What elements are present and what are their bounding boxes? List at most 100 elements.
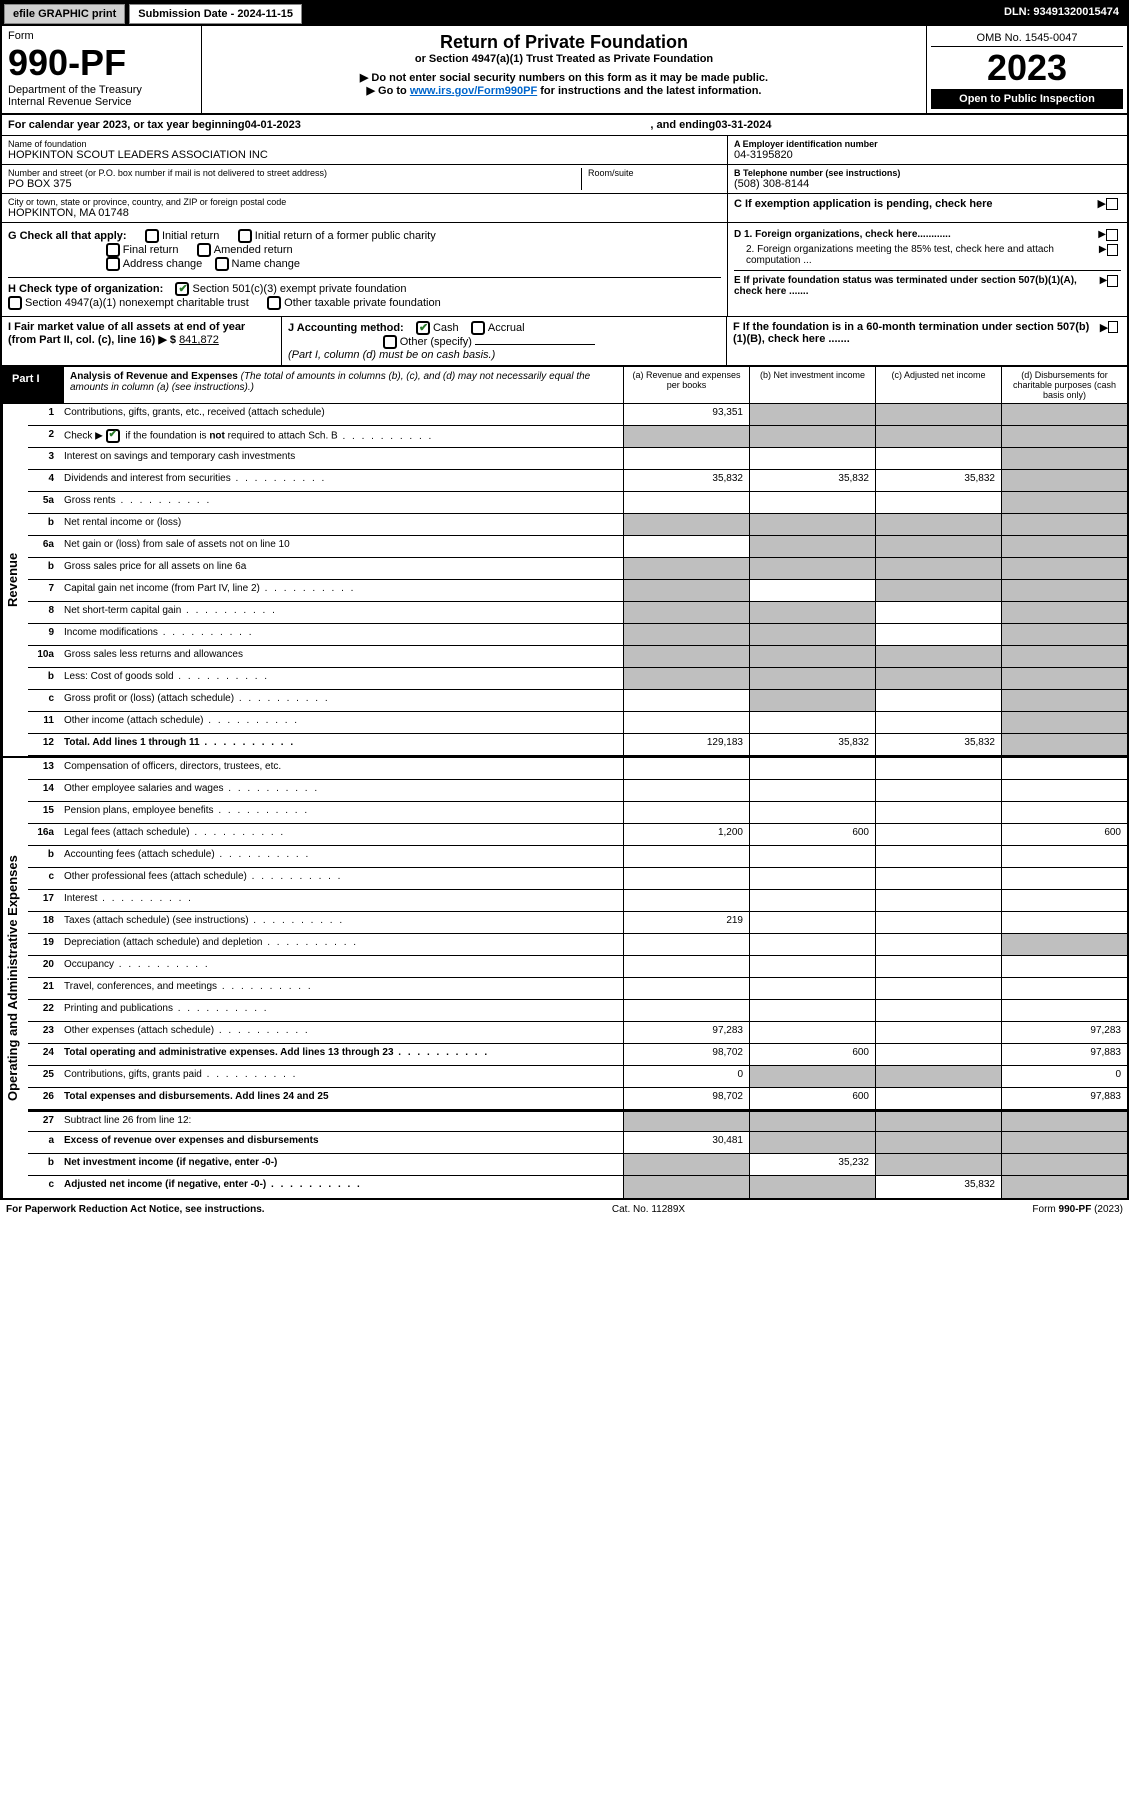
line-label: Dividends and interest from securities	[60, 470, 623, 491]
cell-b	[749, 712, 875, 733]
g-final-checkbox[interactable]	[106, 243, 120, 257]
line-label: Adjusted net income (if negative, enter …	[60, 1176, 623, 1198]
line-label: Interest on savings and temporary cash i…	[60, 448, 623, 469]
ijf-row: I Fair market value of all assets at end…	[2, 317, 1127, 367]
line-label: Other professional fees (attach schedule…	[60, 868, 623, 889]
g-o6: Name change	[232, 258, 301, 270]
h-501c3-checkbox[interactable]	[175, 282, 189, 296]
cell-a	[623, 1154, 749, 1175]
line-label: Other income (attach schedule)	[60, 712, 623, 733]
form-container: efile GRAPHIC print Submission Date - 20…	[0, 0, 1129, 1200]
cell-c	[875, 868, 1001, 889]
cell-d: 97,283	[1001, 1022, 1127, 1043]
cell-c	[875, 1132, 1001, 1153]
line-num: c	[28, 690, 60, 711]
line-label: Printing and publications	[60, 1000, 623, 1021]
form-label: Form	[8, 30, 195, 42]
line-label: Net investment income (if negative, ente…	[60, 1154, 623, 1175]
line-num: 22	[28, 1000, 60, 1021]
h-o3: Other taxable private foundation	[284, 297, 441, 309]
check-section: G Check all that apply: Initial return I…	[2, 223, 1127, 317]
g-o4: Amended return	[214, 244, 293, 256]
cell-a	[623, 690, 749, 711]
line-label: Excess of revenue over expenses and disb…	[60, 1132, 623, 1153]
omb-number: OMB No. 1545-0047	[931, 30, 1123, 47]
calendar-year-row: For calendar year 2023, or tax year begi…	[2, 115, 1127, 136]
c-label: C If exemption application is pending, c…	[734, 198, 993, 210]
e-checkbox[interactable]	[1107, 275, 1118, 287]
line-num: 25	[28, 1066, 60, 1087]
instructions-link[interactable]: www.irs.gov/Form990PF	[410, 85, 537, 97]
h-4947-checkbox[interactable]	[8, 296, 22, 310]
d2-checkbox[interactable]	[1107, 244, 1118, 256]
c-checkbox[interactable]	[1106, 198, 1118, 210]
d1-checkbox[interactable]	[1106, 229, 1118, 241]
cell-b: 35,232	[749, 1154, 875, 1175]
cell-d	[1001, 868, 1127, 889]
cell-a	[623, 956, 749, 977]
line-num: b	[28, 558, 60, 579]
h-o1: Section 501(c)(3) exempt private foundat…	[192, 283, 406, 295]
g-name-checkbox[interactable]	[215, 257, 229, 271]
goto-pre: ▶ Go to	[367, 85, 410, 97]
cell-c	[875, 448, 1001, 469]
line-label: Other employee salaries and wages	[60, 780, 623, 801]
line-label: Total operating and administrative expen…	[60, 1044, 623, 1065]
line-num: b	[28, 846, 60, 867]
cell-c	[875, 1022, 1001, 1043]
line-label: Occupancy	[60, 956, 623, 977]
cell-c	[875, 580, 1001, 601]
line-num: 8	[28, 602, 60, 623]
d2-label: 2. Foreign organizations meeting the 85%…	[734, 244, 1099, 266]
catalog-number: Cat. No. 11289X	[612, 1204, 685, 1215]
schb-checkbox[interactable]	[106, 429, 120, 443]
cell-c	[875, 846, 1001, 867]
j-cash-checkbox[interactable]	[416, 321, 430, 335]
r18-l: Taxes (attach schedule) (see instruction…	[64, 915, 249, 926]
cell-d	[1001, 558, 1127, 579]
f-checkbox[interactable]	[1108, 321, 1118, 333]
line-label: Interest	[60, 890, 623, 911]
cell-c	[875, 890, 1001, 911]
cell-b	[749, 668, 875, 689]
line-label: Other expenses (attach schedule)	[60, 1022, 623, 1043]
line-num: c	[28, 1176, 60, 1198]
efile-print-button[interactable]: efile GRAPHIC print	[4, 4, 125, 24]
cell-a: 219	[623, 912, 749, 933]
cell-d	[1001, 712, 1127, 733]
col-a-hdr: (a) Revenue and expenses per books	[623, 367, 749, 403]
cell-d	[1001, 492, 1127, 513]
cell-b	[749, 492, 875, 513]
g-initial-former-checkbox[interactable]	[238, 229, 252, 243]
cal-pre: For calendar year 2023, or tax year begi…	[8, 119, 245, 131]
g-amended-checkbox[interactable]	[197, 243, 211, 257]
goto-post: for instructions and the latest informat…	[537, 85, 761, 97]
j-accrual-checkbox[interactable]	[471, 321, 485, 335]
g-o5: Address change	[123, 258, 203, 270]
r22-l: Printing and publications	[64, 1003, 173, 1014]
line-label: Net gain or (loss) from sale of assets n…	[60, 536, 623, 557]
cell-b	[749, 448, 875, 469]
cell-a	[623, 536, 749, 557]
tax-year: 2023	[931, 47, 1123, 89]
g-address-checkbox[interactable]	[106, 257, 120, 271]
ein-label: A Employer identification number	[734, 139, 1121, 149]
cell-d	[1001, 912, 1127, 933]
cell-a	[623, 802, 749, 823]
line-label: Depreciation (attach schedule) and deple…	[60, 934, 623, 955]
g-initial-checkbox[interactable]	[145, 229, 159, 243]
cell-d	[1001, 470, 1127, 491]
j-other-checkbox[interactable]	[383, 335, 397, 349]
cell-b	[749, 690, 875, 711]
line-num: 26	[28, 1088, 60, 1109]
line-num: 24	[28, 1044, 60, 1065]
f-label: F If the foundation is in a 60-month ter…	[733, 321, 1100, 361]
line-label: Contributions, gifts, grants paid	[60, 1066, 623, 1087]
h-other-checkbox[interactable]	[267, 296, 281, 310]
ssn-warning: ▶ Do not enter social security numbers o…	[208, 71, 920, 84]
cell-c	[875, 690, 1001, 711]
form-number: 990-PF	[8, 42, 195, 84]
cell-c: 35,832	[875, 1176, 1001, 1198]
cell-a: 98,702	[623, 1044, 749, 1065]
cell-a	[623, 846, 749, 867]
